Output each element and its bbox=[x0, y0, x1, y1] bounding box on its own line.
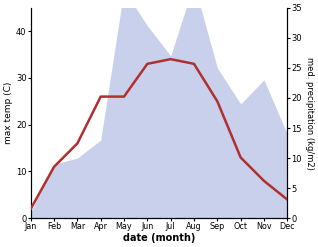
Y-axis label: med. precipitation (kg/m2): med. precipitation (kg/m2) bbox=[305, 57, 314, 169]
X-axis label: date (month): date (month) bbox=[123, 233, 195, 243]
Y-axis label: max temp (C): max temp (C) bbox=[4, 82, 13, 144]
